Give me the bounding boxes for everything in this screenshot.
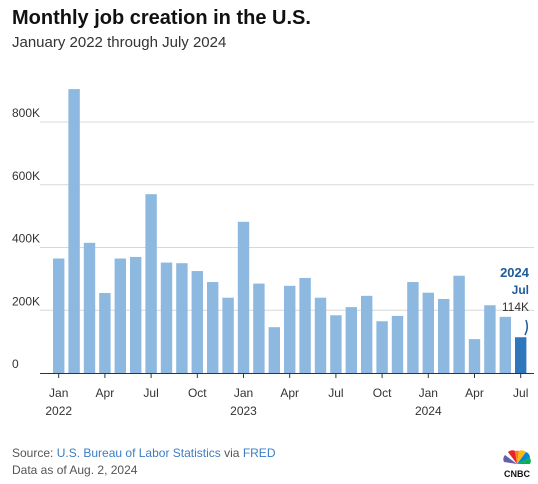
bar xyxy=(99,293,111,373)
bar xyxy=(314,297,327,373)
y-tick-label: 200K xyxy=(12,294,40,308)
y-tick-label: 800K xyxy=(12,106,40,120)
bar xyxy=(222,297,234,373)
x-tick-label: Oct xyxy=(188,386,207,400)
bar xyxy=(299,277,311,373)
bar xyxy=(191,271,203,373)
source-prefix: Source: xyxy=(12,446,57,460)
bar xyxy=(330,315,342,373)
annotation-month: Jul xyxy=(512,283,529,297)
cnbc-logo-text: CNBC xyxy=(504,469,530,479)
bar xyxy=(515,337,527,373)
bar xyxy=(345,307,357,373)
bar xyxy=(268,327,280,373)
chart-subtitle: January 2022 through July 2024 xyxy=(12,34,227,51)
bar xyxy=(176,263,188,373)
x-tick-label: Apr xyxy=(465,386,484,400)
source-link-bls[interactable]: U.S. Bureau of Labor Statistics xyxy=(56,446,221,460)
y-tick-label: 600K xyxy=(12,169,40,183)
bar xyxy=(114,258,126,373)
bar xyxy=(145,194,157,373)
annotation-leader-line xyxy=(524,319,529,336)
x-tick-label: Apr xyxy=(280,386,299,400)
y-tick-label: 400K xyxy=(12,232,40,246)
annotation-value: 114K xyxy=(502,300,529,314)
x-tick-label: Jul xyxy=(513,386,528,400)
x-tick-label: Jan xyxy=(419,386,438,400)
chart-title: Monthly job creation in the U.S. xyxy=(12,7,311,29)
bar xyxy=(83,242,96,373)
bar xyxy=(253,283,265,373)
bar xyxy=(422,292,434,373)
bar-chart: 0 200K 400K 600K 800K Jan 2022 Apr Jul Oct Jan 202… xyxy=(12,89,534,418)
source-note: Source: U.S. Bureau of Labor Statistics … xyxy=(12,446,275,460)
source-link-fred[interactable]: FRED xyxy=(242,446,276,460)
bar xyxy=(68,89,80,374)
x-tick-label: Jan xyxy=(49,386,68,400)
bar xyxy=(237,221,250,373)
bar xyxy=(376,321,388,373)
bar xyxy=(130,256,142,373)
bar xyxy=(499,316,511,373)
bar xyxy=(453,275,465,373)
bar xyxy=(484,305,496,373)
bar xyxy=(284,285,296,373)
x-tick-label: Apr xyxy=(96,386,115,400)
x-tick-year-label: 2023 xyxy=(230,404,257,418)
x-tick-label: Oct xyxy=(373,386,392,400)
x-tick-year-label: 2022 xyxy=(45,404,72,418)
source-via: via xyxy=(220,446,243,460)
bar xyxy=(53,258,65,373)
bar xyxy=(468,339,481,373)
annotation-year: 2024 xyxy=(500,265,530,280)
bar xyxy=(160,262,173,373)
bar xyxy=(361,295,373,373)
y-tick-label: 0 xyxy=(12,357,19,371)
bar xyxy=(391,315,404,373)
x-tick-label: Jan xyxy=(234,386,253,400)
bar xyxy=(438,298,450,373)
x-tick-year-label: 2024 xyxy=(415,404,442,418)
bar xyxy=(207,282,219,373)
bar xyxy=(407,282,419,373)
x-tick-label: Jul xyxy=(143,386,158,400)
date-note: Data as of Aug. 2, 2024 xyxy=(12,463,138,477)
x-tick-label: Jul xyxy=(328,386,343,400)
cnbc-peacock-icon: CNBC xyxy=(503,450,531,479)
